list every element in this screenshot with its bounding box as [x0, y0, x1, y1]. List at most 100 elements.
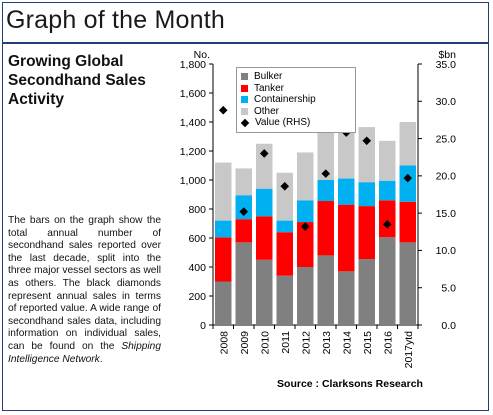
bar-other	[399, 122, 416, 166]
bar-tanker	[276, 232, 293, 276]
bar-tanker	[235, 219, 252, 243]
right-axis-tick-label: 10.0	[436, 245, 457, 257]
left-axis-tick-label: 600	[188, 233, 206, 245]
left-axis-tick-label: 0	[200, 320, 206, 332]
bar-bulker	[317, 255, 334, 325]
x-axis-tick-label: 2017ytd	[403, 331, 415, 369]
x-axis-tick-label: 2011	[280, 331, 292, 354]
value-diamond-marker	[362, 136, 372, 146]
x-axis-tick-label: 2013	[321, 331, 333, 355]
left-axis-title: No.	[194, 49, 210, 61]
left-axis-tick-label: 800	[188, 204, 206, 216]
bar-tanker	[297, 222, 314, 267]
bar-other	[317, 129, 334, 180]
left-axis-tick-label: 1,200	[180, 146, 206, 158]
bar-bulker	[297, 267, 314, 325]
right-axis-tick-label: 20.0	[436, 171, 457, 183]
bar-tanker	[215, 237, 232, 282]
bar-other	[235, 168, 252, 196]
legend-swatch-bulker	[241, 73, 248, 81]
right-axis-tick-label: 25.0	[436, 133, 457, 145]
left-axis-tick-label: 200	[188, 291, 206, 303]
legend-swatch-tanker	[241, 84, 248, 92]
legend-label-other: Other	[254, 105, 280, 117]
x-axis-tick-label: 2008	[218, 331, 230, 355]
bar-other	[338, 130, 355, 179]
description-link-text: Shipping Intelligence Network	[8, 340, 161, 365]
bar-containership	[256, 188, 273, 217]
value-diamond-marker	[280, 181, 290, 191]
bar-other	[358, 127, 375, 183]
legend-label-containership: Containership	[254, 94, 316, 106]
value-diamond-marker	[300, 222, 310, 231]
bar-containership	[358, 182, 375, 207]
legend-item-other: Other	[241, 106, 351, 118]
bar-bulker	[379, 237, 396, 325]
bar-other	[256, 143, 273, 189]
value-diamond-marker	[382, 220, 392, 229]
bar-tanker	[256, 216, 273, 260]
left-axis-tick-label: 1,400	[180, 117, 206, 129]
bar-bulker	[235, 242, 252, 325]
bar-tanker	[358, 206, 375, 260]
x-axis-tick-label: 2010	[259, 331, 271, 355]
bar-tanker	[399, 201, 416, 243]
description-text: The bars on the graph show the total ann…	[8, 215, 161, 352]
legend-label-bulker: Bulker	[254, 71, 283, 82]
value-diamond-marker	[218, 105, 228, 115]
x-axis-tick-label: 2009	[239, 331, 251, 355]
right-axis-title: $bn	[438, 49, 456, 61]
chart-subtitle: Growing Global Secondhand Sales Activity	[8, 53, 146, 108]
description-end: .	[99, 353, 103, 365]
left-axis-tick-label: 1,000	[180, 175, 206, 187]
bar-containership	[297, 200, 314, 223]
chart-legend: Bulker Tanker Containership Other Value …	[236, 67, 356, 133]
legend-label-tanker: Tanker	[254, 82, 285, 94]
left-axis-tick-label: 1,800	[180, 59, 206, 71]
x-axis-tick-label: 2012	[300, 331, 312, 355]
bar-bulker	[276, 275, 293, 325]
bar-containership	[276, 220, 293, 233]
bar-bulker	[399, 242, 416, 325]
bar-other	[379, 140, 396, 181]
right-axis-tick-label: 0.0	[441, 320, 456, 332]
bar-bulker	[215, 281, 232, 325]
title-divider	[2, 42, 489, 44]
legend-diamond-icon	[240, 118, 250, 128]
bar-tanker	[338, 204, 355, 272]
value-diamond-marker	[321, 169, 331, 178]
graph-frame	[2, 2, 489, 411]
legend-label-value: Value (RHS)	[255, 117, 311, 129]
value-diamond-marker	[259, 149, 269, 158]
bar-containership	[379, 180, 396, 201]
legend-item-bulker: Bulker	[241, 71, 351, 83]
bar-containership	[338, 178, 355, 205]
x-axis-tick-label: 2015	[362, 331, 374, 355]
bar-other	[215, 162, 232, 221]
source-note: Source : Clarksons Research	[277, 378, 423, 390]
bar-containership	[399, 165, 416, 202]
bar-bulker	[358, 259, 375, 325]
legend-item-containership: Containership	[241, 94, 351, 106]
bar-tanker	[379, 200, 396, 238]
right-axis-tick-label: 30.0	[436, 96, 457, 108]
legend-swatch-containership	[241, 96, 248, 104]
x-axis-tick-label: 2014	[341, 331, 353, 355]
right-axis-tick-label: 35.0	[436, 59, 457, 71]
left-axis-tick-label: 1,600	[180, 88, 206, 100]
bar-containership	[317, 180, 334, 202]
left-axis-tick-label: 400	[188, 262, 206, 274]
legend-item-tanker: Tanker	[241, 83, 351, 95]
value-diamond-marker	[239, 207, 249, 216]
bar-containership	[215, 220, 232, 238]
right-axis-tick-label: 15.0	[436, 208, 457, 220]
legend-swatch-other	[241, 108, 248, 116]
bar-containership	[235, 195, 252, 220]
x-axis-tick-label: 2016	[382, 331, 394, 355]
chart-description: The bars on the graph show the total ann…	[8, 215, 161, 366]
right-axis-tick-label: 5.0	[441, 283, 456, 295]
bar-other	[276, 172, 293, 221]
bar-bulker	[256, 259, 273, 325]
bar-other	[297, 152, 314, 201]
